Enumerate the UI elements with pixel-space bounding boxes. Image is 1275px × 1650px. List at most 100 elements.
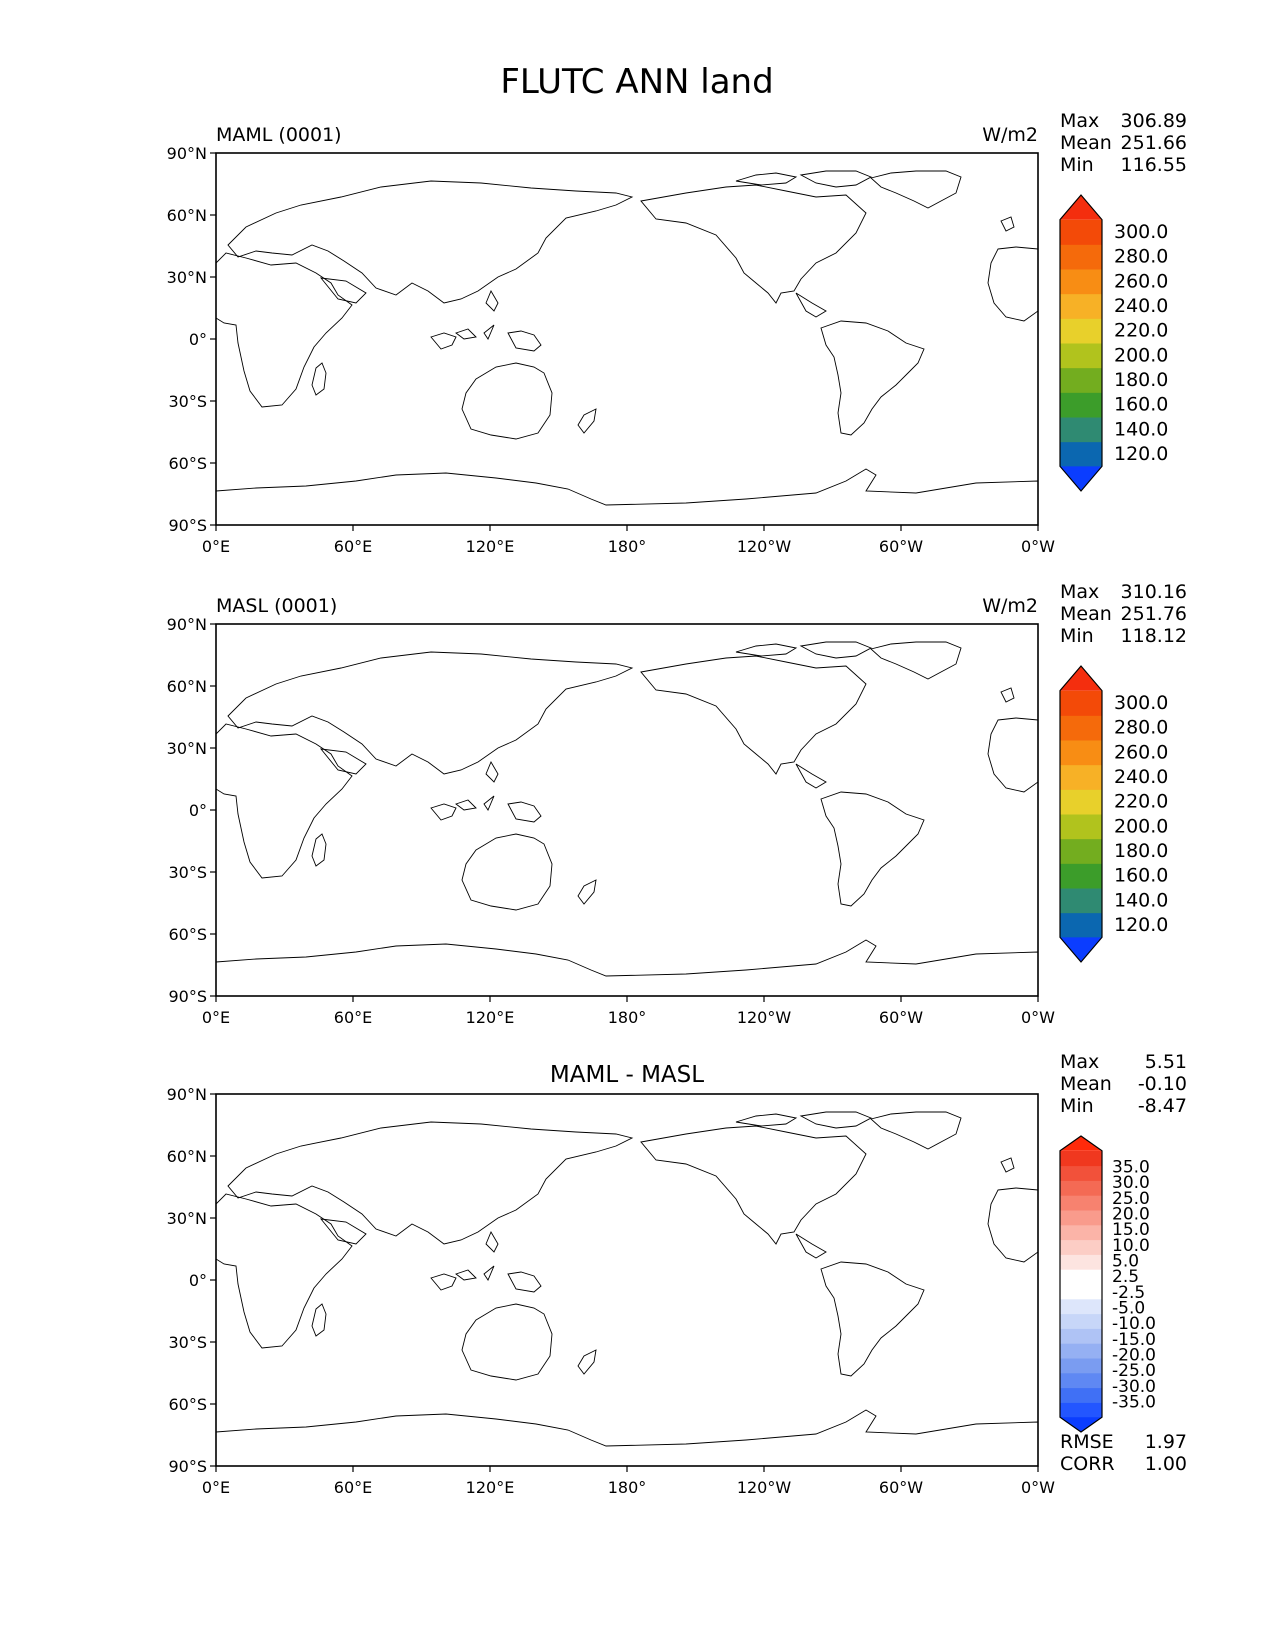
extra-stat-label: RMSE	[1060, 1431, 1114, 1453]
colorbar-segment	[1060, 343, 1102, 369]
lat-tick-label: 60°S	[168, 454, 207, 473]
lat-tick-label: 30°N	[167, 739, 207, 758]
lat-tick-label: 60°S	[168, 925, 207, 944]
lat-tick-label: 0°	[189, 330, 207, 349]
stat-value: 116.55	[1121, 154, 1187, 176]
lat-tick-label: 90°N	[167, 144, 207, 163]
lat-tick-label: 0°	[189, 1271, 207, 1290]
stat-value: -8.47	[1138, 1095, 1187, 1117]
colorbar-segment	[1060, 1254, 1102, 1270]
extra-stat-value: 1.00	[1145, 1453, 1187, 1475]
colorbar-segment	[1060, 269, 1102, 295]
panel-left-label: MASL (0001)	[216, 595, 337, 617]
lat-tick-label: 90°S	[168, 516, 207, 535]
colorbar-segment	[1060, 690, 1102, 716]
lat-tick-label: 30°S	[168, 1333, 207, 1352]
lon-tick-label: 120°W	[737, 1008, 792, 1027]
lon-tick-label: 120°E	[466, 1478, 515, 1497]
colorbar-segment	[1060, 417, 1102, 443]
panel-units: W/m2	[982, 595, 1038, 617]
lon-tick-label: 60°W	[879, 1008, 923, 1027]
colorbar-tick-label: 120.0	[1114, 914, 1168, 936]
figure-title: FLUTC ANN land	[500, 62, 773, 102]
colorbar-tick-label: -20.0	[1112, 1346, 1156, 1366]
colorbar-segment	[1060, 1195, 1102, 1211]
lat-tick-label: 60°N	[167, 677, 207, 696]
lon-tick-label: 0°E	[202, 1008, 230, 1027]
colorbar-extend-min	[1060, 937, 1102, 962]
colorbar-segment	[1060, 789, 1102, 815]
colorbar-segment	[1060, 392, 1102, 418]
colorbar-tick-label: 15.0	[1112, 1220, 1150, 1240]
stat-value: -0.10	[1138, 1073, 1187, 1095]
colorbar-tick-label: -2.5	[1112, 1283, 1145, 1303]
colorbar-tick-label: 35.0	[1112, 1157, 1150, 1177]
colorbar-tick-label: 140.0	[1114, 418, 1168, 440]
colorbar-segment	[1060, 1402, 1102, 1418]
map-panel-1: MAML (0001) W/m2 0°E 60°E 120°E 180° 120°W 60°W…	[167, 110, 1187, 556]
lon-tick-label: 120°E	[466, 537, 515, 556]
lat-tick-label: 30°N	[167, 1209, 207, 1228]
map-area	[216, 153, 1038, 525]
lon-tick-label: 0°W	[1021, 1008, 1055, 1027]
colorbar-tick-label: -5.0	[1112, 1299, 1145, 1319]
map-area	[216, 624, 1038, 996]
colorbar-segment	[1060, 740, 1102, 766]
lat-tick-label: 30°S	[168, 863, 207, 882]
colorbar-segment	[1060, 1284, 1102, 1300]
colorbar-segment	[1060, 1372, 1102, 1389]
colorbar-extend-max	[1060, 666, 1102, 691]
lat-tick-label: 60°N	[167, 1147, 207, 1166]
lat-tick-label: 90°S	[168, 1457, 207, 1476]
lon-tick-label: 180°	[608, 1008, 647, 1027]
panel-left-label: MAML (0001)	[216, 124, 342, 146]
colorbar-tick-label: 200.0	[1114, 344, 1168, 366]
colorbar-segment	[1060, 1358, 1102, 1374]
colorbar-segment	[1060, 1224, 1102, 1241]
stat-label: Min	[1060, 625, 1094, 647]
colorbar-tick-label: 280.0	[1114, 717, 1168, 739]
lon-tick-label: 120°W	[737, 537, 792, 556]
lat-tick-label: 90°N	[167, 1085, 207, 1104]
colorbar-segment	[1060, 1165, 1102, 1181]
colorbar-tick-label: -35.0	[1112, 1393, 1156, 1413]
colorbar-segment	[1060, 293, 1102, 319]
lat-tick-label: 60°S	[168, 1395, 207, 1414]
stat-label: Max	[1060, 1051, 1099, 1073]
lat-tick-label: 90°S	[168, 987, 207, 1006]
colorbar-segment	[1060, 888, 1102, 914]
lon-tick-label: 60°E	[334, 537, 372, 556]
colorbar-segment	[1060, 1269, 1102, 1285]
colorbar-tick-label: -25.0	[1112, 1361, 1156, 1381]
colorbar-tick-label: 240.0	[1114, 766, 1168, 788]
colorbar-segment	[1060, 912, 1102, 938]
colorbar-segment	[1060, 367, 1102, 393]
colorbar-tick-label: 180.0	[1114, 369, 1168, 391]
lon-tick-label: 180°	[608, 537, 647, 556]
extra-stat-value: 1.97	[1145, 1431, 1187, 1453]
colorbar-segment	[1060, 764, 1102, 790]
colorbar-tick-label: -30.0	[1112, 1377, 1156, 1397]
colorbar-tick-label: 260.0	[1114, 270, 1168, 292]
colorbar-segment	[1060, 441, 1102, 467]
colorbar-segment	[1060, 863, 1102, 889]
colorbar-tick-label: 200.0	[1114, 815, 1168, 837]
stat-label: Max	[1060, 581, 1099, 603]
lon-tick-label: 60°E	[334, 1478, 372, 1497]
stat-label: Min	[1060, 1095, 1094, 1117]
stat-label: Max	[1060, 110, 1099, 132]
lat-tick-label: 30°N	[167, 268, 207, 287]
lon-tick-label: 0°E	[202, 1478, 230, 1497]
lon-tick-label: 60°W	[879, 537, 923, 556]
panel-center-label: MAML - MASL	[550, 1062, 704, 1088]
colorbar: -35.0-30.0-25.0-20.0-15.0-10.0-5.0-2.52.…	[1059, 1135, 1156, 1433]
stat-value: 118.12	[1121, 625, 1187, 647]
colorbar-segment	[1060, 318, 1102, 344]
colorbar-tick-label: 300.0	[1114, 692, 1168, 714]
stat-label: Mean	[1060, 1073, 1112, 1095]
extra-stat-label: CORR	[1060, 1453, 1115, 1475]
colorbar-tick-label: 10.0	[1112, 1236, 1150, 1256]
